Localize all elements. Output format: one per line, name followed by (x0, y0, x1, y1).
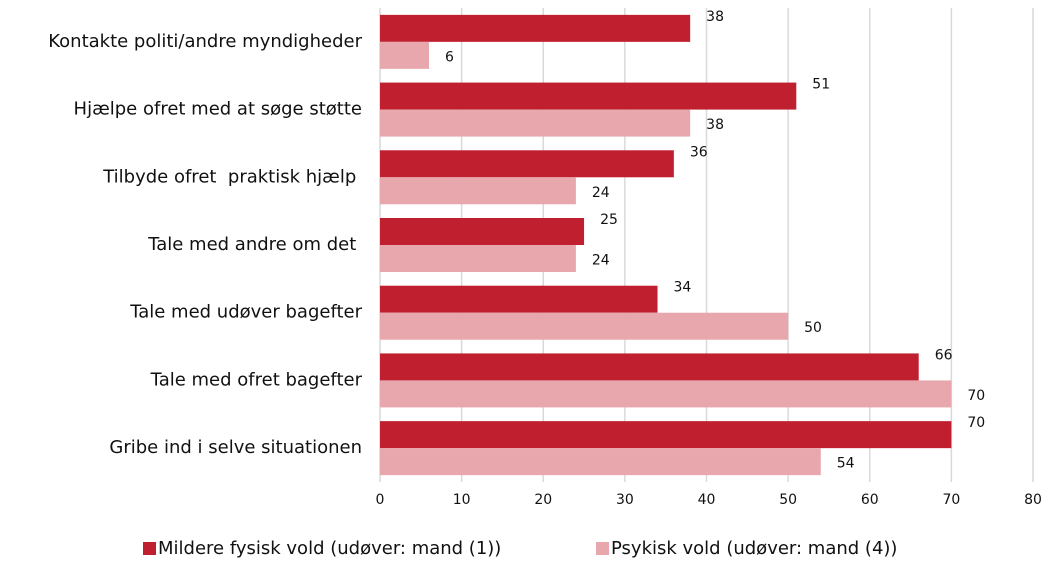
value-label: 25 (600, 212, 618, 228)
value-label: 70 (967, 415, 985, 431)
bar (380, 150, 674, 178)
category-label: Gribe ind i selve situationen (109, 437, 362, 458)
bar (380, 245, 576, 272)
value-label: 70 (967, 388, 985, 404)
x-tick-label: 60 (861, 492, 879, 508)
value-label: 34 (674, 280, 692, 296)
x-tick-label: 80 (1024, 492, 1042, 508)
value-label: 50 (804, 320, 822, 336)
bar (380, 353, 919, 381)
bar (380, 421, 952, 449)
bar (380, 312, 789, 340)
value-label: 51 (812, 77, 830, 93)
value-label: 38 (706, 117, 724, 133)
bar (380, 177, 576, 205)
x-tick-label: 10 (453, 492, 471, 508)
value-label: 66 (935, 347, 953, 363)
bar (380, 82, 797, 110)
legend-label: Mildere fysisk vold (udøver: mand (1)) (158, 538, 501, 559)
category-label: Tilbyde ofret praktisk hjælp (102, 166, 362, 187)
bar (380, 448, 821, 476)
value-label: 38 (706, 9, 724, 25)
bar (380, 109, 691, 137)
bar (380, 218, 585, 245)
value-label: 24 (592, 185, 610, 201)
x-tick-label: 50 (779, 492, 797, 508)
value-label: 24 (592, 253, 610, 269)
x-tick-label: 30 (616, 492, 634, 508)
bar (380, 285, 658, 313)
bar (380, 380, 952, 408)
value-label: 6 (445, 49, 454, 65)
category-label: Hjælpe ofret med at søge støtte (74, 99, 362, 120)
category-label: Tale med andre om det (147, 234, 362, 255)
category-label: Tale med udøver bagefter (129, 302, 362, 323)
x-tick-label: 40 (698, 492, 716, 508)
legend-label: Psykisk vold (udøver: mand (4)) (611, 538, 897, 559)
x-tick-label: 70 (942, 492, 960, 508)
value-label: 54 (837, 456, 855, 472)
category-label: Tale med ofret bagefter (150, 369, 363, 390)
x-tick-label: 0 (376, 492, 385, 508)
x-tick-label: 20 (534, 492, 552, 508)
bar (380, 14, 691, 42)
legend-swatch (143, 542, 156, 555)
category-label: Kontakte politi/andre myndigheder (48, 31, 362, 52)
value-label: 36 (690, 144, 708, 160)
bar (380, 41, 429, 69)
legend-swatch (596, 542, 609, 555)
